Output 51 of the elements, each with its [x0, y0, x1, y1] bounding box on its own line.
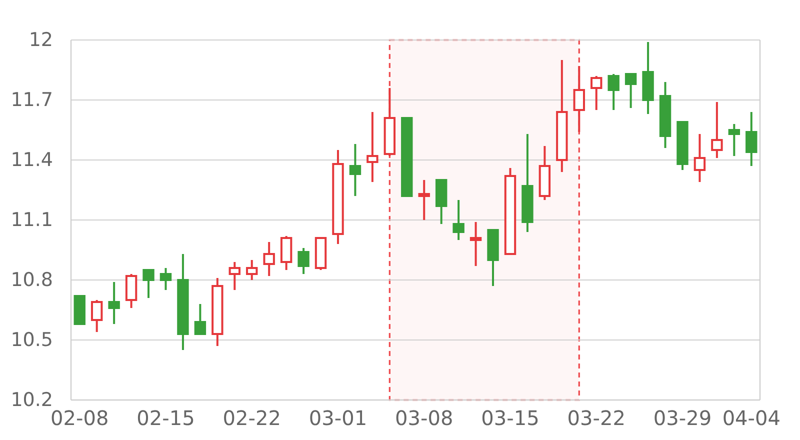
candlestick — [194, 303, 206, 335]
y-tick-label: 12 — [28, 29, 53, 52]
y-tick-label: 10.8 — [10, 269, 53, 292]
x-tick-label: 03-22 — [567, 406, 626, 430]
candlestick — [125, 273, 138, 309]
candlestick — [228, 261, 240, 291]
candlestick — [384, 87, 396, 157]
candlestick — [694, 133, 706, 183]
y-tick-label: 10.5 — [10, 329, 53, 352]
candlestick — [90, 299, 103, 333]
y-tick-label: 11.4 — [10, 149, 53, 172]
x-tick-label: 04-04 — [722, 406, 780, 430]
candlestick — [487, 229, 499, 287]
y-tick-label: 10.2 — [10, 389, 53, 412]
candlestick — [418, 179, 430, 221]
candlestick — [332, 149, 344, 245]
candlestick — [590, 75, 602, 111]
x-tick-label: 03-15 — [481, 406, 540, 430]
x-tick-label: 02-08 — [50, 406, 109, 430]
candlestick — [349, 143, 362, 197]
candlestick — [711, 101, 723, 159]
candlestick — [246, 259, 258, 281]
candlestick — [452, 199, 464, 241]
candlestick — [538, 145, 551, 201]
y-tick-label: 11.7 — [10, 89, 53, 112]
candlestick — [624, 73, 637, 109]
candlestick — [642, 41, 654, 115]
x-tick-label: 03-01 — [308, 406, 368, 430]
candlestick — [556, 59, 568, 173]
y-tick-label: 11.1 — [10, 209, 53, 232]
candlestick — [280, 235, 292, 271]
candlestick — [728, 123, 740, 157]
candlestick — [108, 281, 120, 325]
candlestick — [263, 241, 275, 277]
x-tick-label: 03-29 — [653, 406, 712, 430]
candlestick — [522, 133, 534, 233]
candlestick — [573, 65, 585, 133]
x-tick-label: 02-15 — [136, 406, 195, 430]
candlestick — [746, 111, 758, 167]
x-tick-label: 02-22 — [222, 406, 281, 430]
candlestick — [659, 81, 672, 149]
x-tick-label: 03-08 — [395, 406, 454, 430]
candlestick — [435, 179, 448, 225]
candlestick — [212, 277, 224, 347]
candlestick — [160, 267, 172, 291]
candlestick — [608, 73, 620, 111]
candlestick — [142, 269, 154, 299]
candlestick — [470, 221, 482, 267]
candlestick — [298, 247, 310, 275]
candlestick — [366, 111, 378, 183]
candlestick — [177, 253, 189, 351]
